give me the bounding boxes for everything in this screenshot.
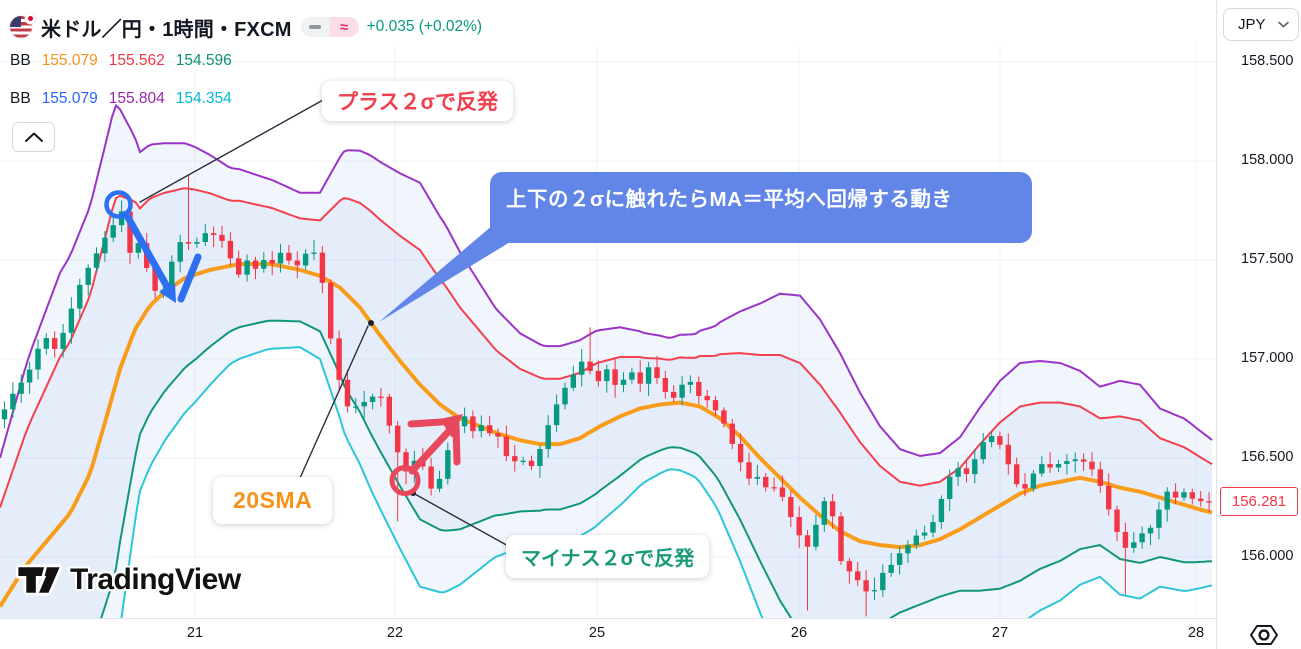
minus-sigma-touch-circle xyxy=(389,465,421,496)
market-status-minus-icon[interactable] xyxy=(300,17,330,37)
band-fill-outer xyxy=(0,105,1212,618)
plus-sigma-touch-circle xyxy=(104,190,133,219)
indicator-legend-bb2: BB 155.079 155.804 154.354 xyxy=(10,90,232,108)
price-tick-label: 158.500 xyxy=(1241,53,1294,69)
last-price-tag: 156.281 xyxy=(1220,486,1298,516)
symbol-title[interactable]: 米ドル／円・1時間・FXCM xyxy=(41,18,292,41)
bb1-upper-value: 155.562 xyxy=(108,52,165,69)
legend-collapse-button[interactable] xyxy=(12,122,55,152)
price-change-text: +0.035 (+0.02%) xyxy=(366,18,483,35)
price-tick-label: 157.500 xyxy=(1241,251,1294,267)
annotation-minus-sigma: マイナス２σで反発 xyxy=(506,535,710,578)
bb2-basis-value: 155.079 xyxy=(41,90,98,107)
bb1-basis-value: 155.079 xyxy=(41,52,98,69)
price-axis[interactable]: JPY 156.281 158.500 158.000 157.500 157.000… xyxy=(1216,0,1301,649)
bb2-lower-value: 154.354 xyxy=(175,90,232,107)
annotation-plus-sigma: プラス２σで反発 xyxy=(322,81,513,121)
upper-2sigma-line xyxy=(0,187,1213,508)
lower-2sigma-line xyxy=(100,319,1213,618)
price-tick-label: 158.000 xyxy=(1241,152,1294,168)
chart-plot-area[interactable]: 米ドル／円・1時間・FXCM ≈ +0.035 (+0.02%) BB 155.… xyxy=(0,0,1216,649)
band-fill-inner xyxy=(0,188,1212,618)
annotation-20sma: 20SMA xyxy=(213,477,333,524)
chevron-up-icon xyxy=(24,132,43,142)
chart-canvas[interactable] xyxy=(0,0,1216,649)
hand-drawn-annotations xyxy=(104,99,533,548)
price-tick-label: 157.000 xyxy=(1241,350,1294,366)
usdjpy-pair-flag-icon xyxy=(10,13,36,39)
currency-selector-button[interactable]: JPY xyxy=(1223,8,1299,41)
delayed-data-icon[interactable]: ≈ xyxy=(329,17,359,37)
bb2-upper-value: 155.804 xyxy=(108,90,165,107)
market-status-capsule[interactable]: ≈ xyxy=(300,17,359,37)
chevron-down-icon xyxy=(1278,21,1289,28)
axis-settings-icon[interactable] xyxy=(1248,623,1280,647)
bollinger-bands xyxy=(0,103,1213,618)
tradingview-logo-icon xyxy=(16,564,62,596)
indicator-label-bb2[interactable]: BB xyxy=(10,90,31,107)
time-tick-label: 25 xyxy=(588,625,606,641)
bb1-lower-value: 154.596 xyxy=(175,52,232,69)
sma-20-line xyxy=(0,262,1213,608)
currency-label: JPY xyxy=(1238,16,1266,33)
time-tick-label: 28 xyxy=(1187,625,1205,641)
candlesticks xyxy=(1,174,1212,617)
upper-3sigma-line xyxy=(0,103,1213,459)
indicator-label-bb1[interactable]: BB xyxy=(10,52,31,69)
price-tick-label: 156.000 xyxy=(1241,548,1294,564)
bubble-tail xyxy=(379,219,533,322)
tradingview-watermark: TradingView xyxy=(16,561,241,599)
time-axis[interactable]: 21 22 25 26 27 28 xyxy=(0,618,1216,649)
indicator-legend-bb1: BB 155.079 155.562 154.596 xyxy=(10,52,232,70)
time-tick-label: 27 xyxy=(991,625,1009,641)
chart-header: 米ドル／円・1時間・FXCM ≈ +0.035 (+0.02%) xyxy=(10,13,482,41)
tradingview-logo-text: TradingView xyxy=(70,563,241,596)
time-tick-label: 21 xyxy=(186,625,204,641)
time-tick-label: 26 xyxy=(790,625,808,641)
lower-3sigma-line xyxy=(120,346,1213,618)
time-tick-label: 22 xyxy=(386,625,404,641)
price-tick-label: 156.500 xyxy=(1241,449,1294,465)
annotation-mean-reversion: 上下の２σに触れたらMA＝平均へ回帰する動き xyxy=(490,172,1032,243)
